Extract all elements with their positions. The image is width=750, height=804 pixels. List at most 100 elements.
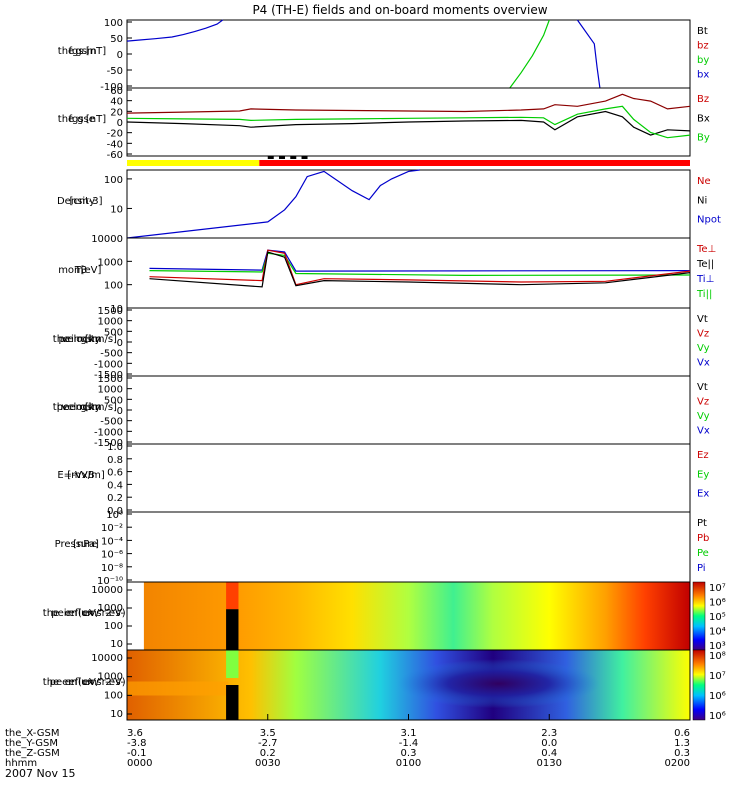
xtick-label: 0.3 [674,748,690,759]
ytick-label: -500 [100,417,123,428]
colorbar-tick-label: 10⁶ [709,691,726,702]
ytick-label: 100 [104,175,123,186]
panel-density: 100 10 Density[cm-3] Ne Ni Npot [57,169,721,239]
xtick-label: 3.1 [401,728,417,739]
ytick-label: 100 [104,281,123,292]
panel-fgs-gsm: 100 50 0 -50 -100 thefgsgsm[nT] Bt bz by bx [58,18,710,93]
ytick-label: 1000 [98,257,123,268]
panel-mode-bar [127,156,690,166]
ytick-label: 10⁻⁶ [101,550,123,561]
ytick-label: 10 [110,709,123,720]
ylabel: momT3[eV] [58,265,101,276]
ytick-label: 0.4 [107,480,123,491]
ylabel-line: [nT] [86,46,106,57]
ytick-label: 10⁻⁴ [101,536,123,547]
ytick-label: 50 [110,34,123,45]
colorbar-tick-label: 10⁶ [709,598,726,609]
spectrogram-burst [226,650,239,678]
ytick-label: 1000 [98,603,123,614]
ylabel-line: (cm^2-s- [78,608,125,619]
xtick-label: 0.4 [541,748,557,759]
ylabel-line: [eV] [81,265,102,276]
legend-bx: bx [697,70,709,81]
xtick-label: 3.5 [260,728,276,739]
ylabel-line: [nPa] [73,539,99,550]
ytick-label: 0.6 [107,468,123,479]
ylabel-line: T3 [74,265,87,276]
panel-peir-spectrogram: 10⁷ 10⁶ 10⁵ 10⁴ 10³ 10000 1000 100 10 thepeirenef… [43,581,726,652]
colorbar [692,581,706,651]
xtick-label: 0030 [255,758,280,769]
legend-Ti⊥: Ti⊥ [696,274,714,285]
ytick-label: 0 [117,50,123,61]
ylabel-line: en [65,677,78,688]
spectrogram-nodata [226,609,239,650]
xtick-label: 0.2 [260,748,276,759]
ylabel-line: gsm [80,402,101,413]
panel-e-vxb: 1.0 0.8 0.60.4 0.2 0.0 E=-VxB[mV/m] Ez Ey Ex [57,442,709,517]
panel-frame [126,19,691,89]
ylabel: thepeemvelocitygsm[km/s] [53,402,117,413]
colorbar-tick-label: 10⁴ [709,627,726,638]
ylabel: thefgsgsm[nT] [58,46,106,57]
ytick-label: 1500 [98,306,123,317]
plot-title: P4 (TH-E) fields and on-board moments ov… [252,3,547,17]
ytick-label: 1000 [98,672,123,683]
ylabel-line: eflux [69,608,94,619]
ylabel-line: fgs [68,114,83,125]
panel-pressure: 10⁰ 10⁻² 10⁻⁴ 10⁻⁶ 10⁻⁸ 10⁻¹⁰ Pressure[nPa] Pt P… [55,510,710,587]
xtick-label: 1.3 [674,738,690,749]
ylabel-line: peer [50,677,74,688]
xtick-label: -0.1 [127,748,147,759]
series-by [509,19,550,89]
ylabel: E=-VxB[mV/m] [57,470,105,481]
ytick-label: 0 [117,406,123,417]
ytick-label: 10 [110,204,123,215]
ylabel-line: [km/s] [85,334,117,345]
ylabel-line: en [65,608,78,619]
legend-Bx: Bx [697,113,710,124]
ytick-label: 100 [104,621,123,632]
panel-frame [126,307,691,377]
panel-moments-temp: 10000 1000 100 10 momT3[eV] Te⊥ Te|| Ti⊥ Ti|| [58,234,716,315]
legend-Vx: Vx [697,426,710,437]
legend-By: By [697,133,710,144]
ylabel-line: the [43,677,59,688]
legend-Ni: Ni [697,195,707,206]
ylabel: thepeimvelocitygsm[km/s] [53,334,117,345]
ylabel-line: eV/ [83,608,100,619]
ytick-label: -100 [100,82,123,93]
ylabel-line: the [58,46,74,57]
ytick-label: -50 [107,66,123,77]
ytick-label: 1000 [98,317,123,328]
legend-Te⊥: Te⊥ [696,244,716,255]
xtick-label: 0.3 [401,748,417,759]
legend-Pb: Pb [697,533,709,544]
ytick-label: 0.0 [107,506,123,517]
ytick-label: 500 [104,395,123,406]
panel-frame [126,443,691,513]
ylabel-line: eflux [69,677,94,688]
ylabel-line: [cm-3] [69,196,102,207]
legend-bz: bz [697,41,709,52]
ytick-label: -60 [107,150,123,161]
ylabel-line: fgs [68,46,83,57]
legend-Vz: Vz [697,397,709,408]
legend-Te||: Te|| [696,259,714,270]
colorbar-tick-label: 10⁸ [709,651,726,662]
spectrogram-core [397,659,600,709]
panel-frame [126,375,691,445]
spectrogram-nodata [226,685,239,720]
ytick-label: 1500 [98,374,123,385]
ylabel-line: E=-VxB [57,470,94,481]
ytick-label: 0 [117,118,123,129]
series-Ti⊥ [149,249,691,272]
series-Te⊥ [149,249,691,286]
ytick-label: 10 [110,304,123,315]
xaxis-row-label: the_Y-GSM [5,738,58,749]
xaxis-row-label: hhmm [5,758,37,769]
ytick-label: 100 [104,690,123,701]
